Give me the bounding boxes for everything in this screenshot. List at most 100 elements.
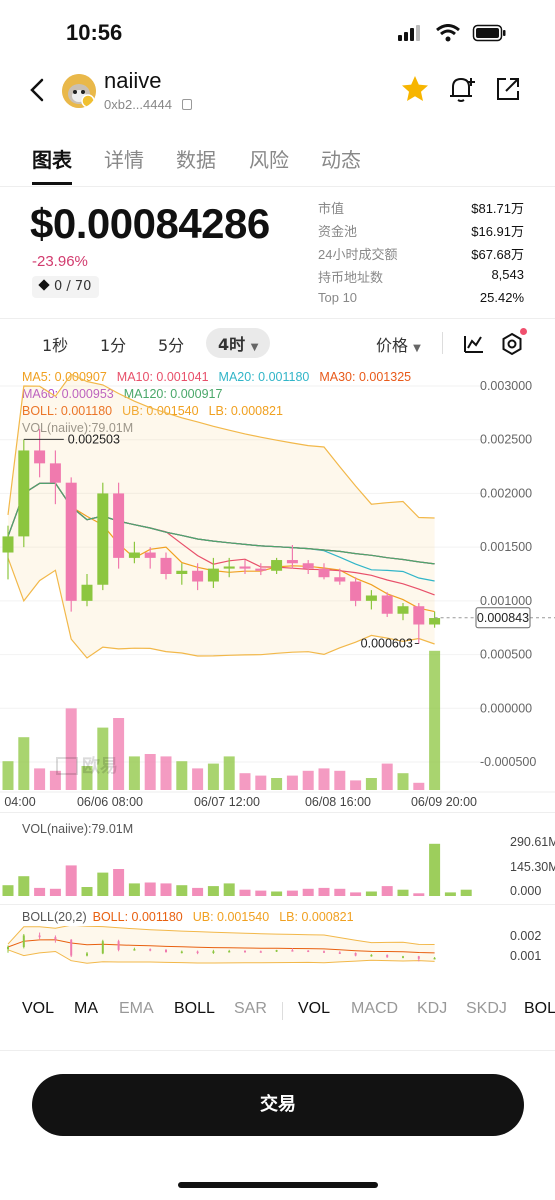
ind-skdj[interactable]: SKDJ: [466, 1000, 507, 1017]
legend-ma120: MA120: 0.000917: [123, 387, 223, 401]
candle-body: [212, 951, 215, 954]
volume-bar: [302, 770, 314, 790]
candle-body: [275, 950, 278, 952]
ind-vol[interactable]: VOL: [22, 1000, 55, 1017]
volume-bar: [81, 887, 93, 896]
y-tick-label: 0.000500: [480, 648, 532, 662]
volume-bar: [350, 892, 362, 896]
stat-row: 持币地址数 8,543: [318, 267, 524, 285]
copy-icon[interactable]: [181, 99, 192, 110]
candle-body: [207, 568, 219, 582]
divider: [0, 1050, 555, 1051]
ind-macd[interactable]: MACD: [351, 1000, 399, 1017]
candle-body: [86, 953, 88, 956]
volume-bar: [2, 761, 14, 790]
volume-bar: [365, 891, 377, 896]
divider: [0, 904, 555, 905]
candle-body: [271, 560, 283, 571]
candle-body: [365, 595, 377, 601]
boll-mid-line: [7, 939, 435, 954]
candle-body: [381, 595, 393, 614]
favorite-star-icon[interactable]: [400, 74, 430, 104]
candle-body: [318, 568, 330, 578]
candle-body: [160, 557, 172, 574]
volume-bar: [160, 756, 172, 790]
chart-legend: MA5: 0.000907 MA10: 0.001041 MA20: 0.00118…: [22, 369, 482, 437]
price-mode-dropdown[interactable]: 价格 ▼: [376, 336, 421, 355]
volume-bar: [223, 756, 235, 790]
x-tick-label: 06/09 20:00: [411, 795, 477, 809]
ind-boll[interactable]: BOLL: [174, 1000, 215, 1017]
candle-body: [180, 951, 183, 954]
interval-1s[interactable]: 1秒: [42, 336, 69, 355]
candle-body: [429, 618, 441, 625]
candlestick-chart[interactable]: 0.003000 0.002500 0.002000 0.001500 0.001000…: [0, 364, 555, 810]
x-tick-label: 06/07 12:00: [194, 795, 260, 809]
volume-bar: [334, 770, 346, 790]
y-tick-label: 0.001: [510, 949, 541, 963]
y-tick-label: 0.001000: [480, 594, 532, 608]
low-label: 0.000603: [361, 637, 413, 651]
interval-bar: 1秒 1分 5分 4时 ▼ 价格 ▼: [0, 326, 555, 362]
ind-kdj[interactable]: KDJ: [417, 1000, 448, 1017]
stat-row: 市值 $81.71万: [318, 201, 524, 216]
candle-body: [370, 954, 373, 957]
boll-band-fill: [8, 926, 435, 964]
boll-upper-line: [7, 373, 435, 519]
candle-body: [334, 577, 346, 582]
boll-panel-title: BOLL(20,2): [22, 910, 87, 924]
status-time: 10:56: [66, 20, 123, 45]
y-tick-label: 0.000: [510, 884, 541, 898]
interval-1m[interactable]: 1分: [100, 336, 127, 355]
tab-risk[interactable]: 风险: [249, 148, 289, 172]
y-tick-label: 0.003000: [480, 379, 532, 393]
candle-body: [34, 450, 46, 464]
wifi-icon: [436, 24, 460, 42]
holders-badge[interactable]: 0 / 70: [32, 276, 100, 298]
volume-bar: [318, 887, 330, 896]
candle-body: [259, 951, 262, 953]
candle-body: [65, 482, 77, 601]
indicator-tabs: VOL MA EMA BOLL SAR VOL MACD KDJ SKDJ BO…: [0, 1000, 555, 1024]
tab-details[interactable]: 详情: [104, 148, 144, 172]
ind-ema[interactable]: EMA: [119, 1000, 154, 1017]
tab-activity[interactable]: 动态: [321, 148, 361, 172]
interval-5m[interactable]: 5分: [158, 336, 185, 355]
volume-bar: [128, 883, 140, 896]
candle-body: [192, 570, 204, 582]
boll-band-fill: [8, 374, 435, 658]
legend-boll: BOLL: 0.001180: [22, 404, 112, 418]
volume-bar: [113, 718, 125, 790]
interval-4h[interactable]: 4时 ▼: [206, 328, 271, 358]
ind-sub-boll[interactable]: BOLL: [524, 1000, 555, 1017]
volume-chart[interactable]: 290.61M 145.30M 0.000: [0, 836, 555, 902]
y-tick-label: 290.61M: [510, 836, 555, 849]
boll-chart[interactable]: 0.002 0.001: [0, 926, 555, 976]
divider: [0, 186, 555, 187]
ind-ma[interactable]: MA: [74, 1000, 98, 1017]
volume-bar: [34, 887, 46, 896]
candle-body: [165, 949, 167, 952]
share-icon[interactable]: [494, 75, 522, 103]
volume-bar: [413, 893, 425, 896]
status-icons: [398, 24, 506, 42]
volume-bar: [255, 775, 267, 790]
legend-ma20: MA20: 0.001180: [218, 370, 310, 384]
x-tick-label: 06/08 16:00: [305, 795, 371, 809]
indicator-icon[interactable]: [462, 332, 486, 356]
back-icon[interactable]: [26, 76, 50, 104]
candle-body: [97, 493, 109, 585]
price-alert-icon[interactable]: [446, 73, 478, 105]
volume-bar: [271, 778, 283, 790]
candle-body: [417, 956, 420, 959]
ind-sub-vol[interactable]: VOL: [298, 1000, 331, 1017]
candle-body: [128, 552, 140, 558]
volume-bar: [255, 890, 267, 896]
trade-button[interactable]: 交易: [32, 1074, 524, 1136]
tab-data[interactable]: 数据: [176, 148, 216, 172]
ind-sar[interactable]: SAR: [234, 1000, 267, 1017]
volume-bar: [49, 770, 61, 790]
chart-settings-icon[interactable]: [500, 332, 524, 356]
tab-chart[interactable]: 图表: [32, 148, 72, 172]
volume-bar: [34, 768, 46, 790]
